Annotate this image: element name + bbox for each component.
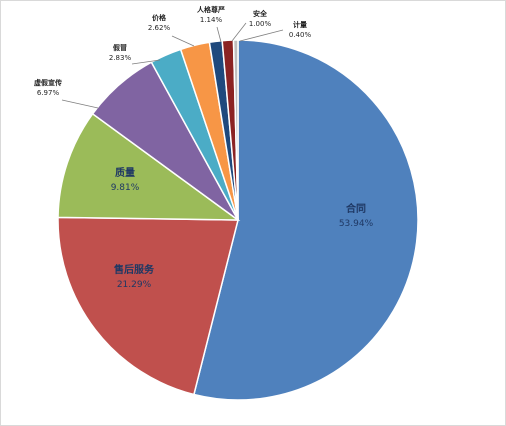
- slice-label-7: 人格尊严: [197, 5, 225, 14]
- slice-percent-7: 1.14%: [200, 16, 223, 24]
- pie-slice-3: [57, 112, 241, 221]
- slice-percent-3: 9.81%: [111, 183, 140, 193]
- slice-label-5: 假冒: [113, 43, 127, 52]
- pie-slice-1: [192, 39, 419, 401]
- slice-label-6: 价格: [152, 13, 167, 22]
- slice-percent-1: 53.94%: [339, 219, 374, 229]
- slice-label-1: 合同: [345, 202, 366, 215]
- leader-line-9: [239, 29, 284, 42]
- slice-label-8: 安全: [253, 9, 268, 18]
- leader-line-8: [231, 22, 247, 42]
- leader-line-7: [216, 26, 222, 43]
- slice-label-4: 虚假宣传: [34, 78, 62, 87]
- slice-percent-5: 2.83%: [109, 54, 132, 62]
- slice-percent-2: 21.29%: [117, 280, 152, 290]
- leader-line-5: [131, 59, 161, 65]
- leader-line-4: [61, 99, 99, 109]
- slice-label-9: 计量: [293, 20, 307, 29]
- slice-percent-6: 2.62%: [148, 24, 171, 32]
- pie-slice-9: [232, 39, 239, 221]
- slice-percent-4: 6.97%: [37, 89, 60, 97]
- leader-line-6: [171, 35, 195, 47]
- slice-label-2: 售后服务: [114, 263, 155, 276]
- slice-percent-9: 0.40%: [289, 31, 312, 39]
- pie-slice-2: [57, 216, 239, 396]
- slice-label-3: 质量: [115, 166, 135, 179]
- slice-percent-8: 1.00%: [249, 20, 272, 28]
